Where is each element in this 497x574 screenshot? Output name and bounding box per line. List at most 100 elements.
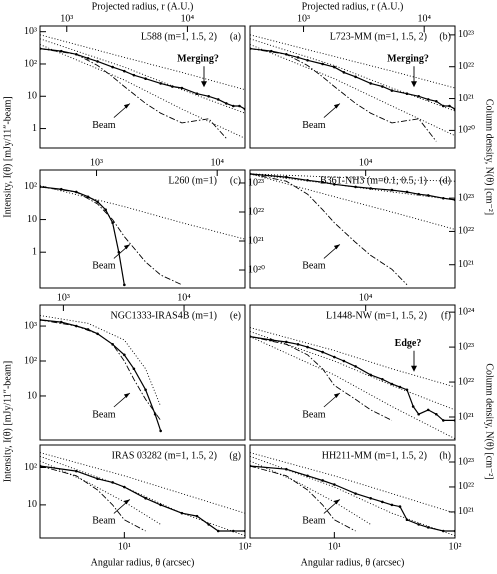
y2-tick-label: 10²¹ — [458, 259, 474, 270]
data-point — [426, 194, 430, 197]
y-tick-label: 10 — [27, 91, 37, 102]
panel-frame — [249, 304, 456, 441]
data-point — [75, 469, 78, 473]
y2-tick-label: 10²³ — [458, 341, 474, 352]
arrow-head — [123, 103, 130, 109]
series-line — [250, 336, 393, 421]
top-tick-label: 10⁴ — [417, 13, 431, 24]
data-point — [306, 474, 309, 478]
top-axis-label: Projected radius, r (A.U.) — [92, 1, 194, 12]
arrow-head — [333, 244, 340, 250]
arrow-head — [123, 499, 130, 505]
y2-tick-label: 10²² — [458, 376, 474, 387]
panel-title: IRAS 03282 (m=1, 1.5, 2) — [112, 450, 217, 461]
data-point — [442, 104, 445, 108]
series-line — [250, 44, 455, 137]
y2-tick-label: 10²² — [248, 206, 264, 217]
data-point — [448, 104, 451, 108]
y-tick-label: 10² — [24, 58, 37, 69]
data-point — [354, 185, 357, 189]
x-axis-label: Angular radius, θ (arcsec) — [301, 557, 405, 568]
data-point — [321, 62, 324, 66]
series-line — [250, 452, 455, 514]
annotation: Edge? — [395, 338, 422, 349]
data-point — [216, 529, 220, 533]
arrow-head — [333, 103, 340, 109]
y2-tick-label: 10²² — [458, 226, 474, 237]
data-point — [159, 429, 162, 433]
series-line — [40, 465, 245, 532]
panel-frame — [249, 444, 456, 539]
panel-frame — [249, 169, 456, 289]
data-point — [59, 320, 63, 324]
data-point — [398, 385, 402, 389]
y2-tick-label: 10²³ — [458, 29, 474, 40]
x-tick-label: 10² — [239, 541, 252, 552]
series-line — [40, 186, 183, 286]
data-point — [207, 94, 210, 98]
y2-axis-label: Column density, N(θ) [cm⁻²] — [484, 99, 495, 215]
data-point — [369, 82, 372, 85]
data-point — [144, 388, 147, 392]
data-point — [159, 82, 162, 85]
y2-axis-label: Column density, N(θ) [cm⁻²] — [484, 363, 495, 479]
data-point — [435, 99, 438, 103]
data-point — [232, 104, 235, 108]
data-point — [426, 98, 430, 101]
data-point — [123, 353, 126, 357]
data-point — [417, 94, 420, 98]
data-point — [96, 200, 99, 204]
y2-tick-label: 10²² — [458, 61, 474, 72]
series-line — [40, 38, 245, 114]
arrow-head — [201, 81, 207, 88]
data-point — [369, 496, 372, 500]
y2-tick-label: 10²² — [458, 481, 474, 492]
series-line — [250, 38, 455, 112]
top-tick-label: 10⁴ — [181, 13, 195, 24]
top-tick-label: 10³ — [57, 292, 70, 303]
panel-title: L260 (m=1) — [168, 175, 217, 186]
panel-label: (e) — [230, 310, 241, 321]
data-point — [426, 408, 430, 412]
series-line — [250, 336, 455, 440]
panel-frame — [39, 444, 246, 539]
y2-tick-label: 10²³ — [248, 177, 264, 188]
series-line — [40, 48, 227, 139]
data-point — [111, 221, 114, 225]
top-tick-label: 10⁴ — [177, 292, 191, 303]
panel-frame — [39, 169, 246, 289]
data-point — [207, 523, 210, 526]
top-tick-label: 10³ — [297, 13, 310, 24]
series-line — [250, 173, 455, 201]
annotation: Beam — [302, 516, 326, 527]
y2-tick-label: 10²⁰ — [248, 264, 265, 275]
data-point — [405, 190, 409, 194]
data-point — [381, 377, 384, 381]
y-tick-label: 10³ — [24, 26, 37, 37]
panel-frame — [39, 304, 246, 441]
series-line — [250, 173, 455, 182]
data-point — [354, 365, 357, 368]
top-tick-label: 10⁴ — [359, 292, 373, 303]
data-point — [285, 175, 288, 179]
panel-label: (f) — [441, 310, 451, 321]
y-tick-label: 10 — [27, 499, 37, 510]
data-point — [342, 359, 346, 363]
data-point — [390, 503, 394, 507]
data-point — [104, 208, 107, 212]
data-point — [123, 69, 126, 73]
series-line — [250, 455, 455, 537]
y-tick-label: 10 — [27, 390, 37, 401]
series-line — [250, 331, 455, 411]
data-point — [132, 367, 136, 371]
y-axis-label: Intensity, I(θ) [mJy/11″-beam] — [2, 361, 13, 483]
annotation: Beam — [302, 120, 326, 131]
data-point — [86, 56, 90, 60]
panel-label: (d) — [439, 175, 451, 186]
series-line — [40, 315, 162, 407]
data-point — [390, 188, 394, 192]
panel-label: (h) — [439, 450, 451, 461]
x-axis-label: Angular radius, θ (arcsec) — [91, 557, 195, 568]
data-point — [153, 412, 157, 416]
y2-tick-label: 10²³ — [458, 192, 474, 203]
